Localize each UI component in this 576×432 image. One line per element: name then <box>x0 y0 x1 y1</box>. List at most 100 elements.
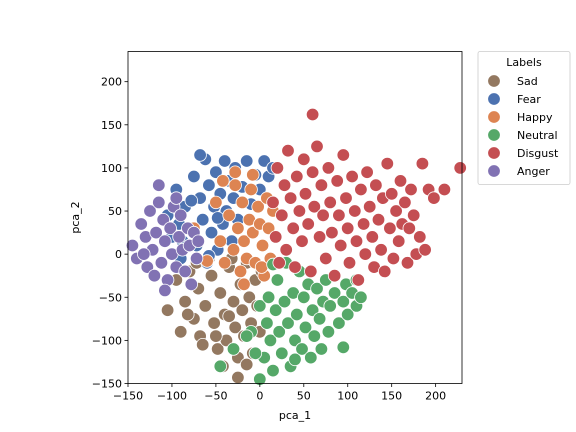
point-happy-28 <box>254 260 269 274</box>
point-neutral-31 <box>314 342 329 356</box>
point-happy-8 <box>231 221 245 236</box>
point-anger-10 <box>154 256 169 270</box>
point-disgust-33 <box>339 191 353 205</box>
point-disgust-17 <box>304 264 318 279</box>
point-fear-9 <box>195 212 210 227</box>
legend-item-fear: Fear <box>487 92 541 106</box>
point-happy-5 <box>222 208 236 223</box>
point-sad-23 <box>242 290 257 305</box>
point-disgust-68 <box>418 243 432 257</box>
plot-frame <box>127 51 463 384</box>
point-disgust-34 <box>341 221 355 236</box>
points-layer <box>125 107 467 386</box>
point-anger-31 <box>169 191 184 205</box>
point-disgust-25 <box>321 161 336 175</box>
point-disgust-36 <box>345 169 359 184</box>
point-happy-3 <box>213 234 228 248</box>
point-fear-35 <box>210 211 225 225</box>
point-disgust-29 <box>330 174 344 188</box>
point-disgust-4 <box>275 208 289 223</box>
point-disgust-10 <box>288 260 302 274</box>
x-tick-label: −50 <box>204 390 227 403</box>
point-neutral-14 <box>277 294 292 309</box>
point-happy-14 <box>244 182 258 197</box>
point-disgust-1 <box>269 230 283 244</box>
point-disgust-20 <box>310 139 324 154</box>
point-disgust-32 <box>336 148 351 162</box>
point-neutral-26 <box>304 350 318 365</box>
point-neutral-43 <box>354 290 368 305</box>
point-disgust-13 <box>295 234 309 248</box>
point-anger-26 <box>189 251 204 266</box>
x-tick-label: 0 <box>256 390 263 403</box>
point-sad-3 <box>178 294 192 309</box>
point-disgust-14 <box>297 152 311 167</box>
point-anger-7 <box>147 269 162 283</box>
legend-label: Disgust <box>517 147 559 160</box>
point-anger-18 <box>172 230 186 244</box>
point-disgust-3 <box>272 256 286 270</box>
point-disgust-7 <box>281 143 295 158</box>
legend-item-neutral: Neutral <box>487 128 558 142</box>
point-happy-9 <box>233 264 248 279</box>
point-disgust-11 <box>290 169 304 184</box>
point-neutral-45 <box>239 329 254 343</box>
point-disgust-16 <box>301 217 315 231</box>
legend-item-happy: Happy <box>487 110 553 124</box>
point-disgust-39 <box>351 273 366 287</box>
legend-label: Happy <box>517 111 553 124</box>
point-happy-10 <box>235 195 250 210</box>
point-disgust-67 <box>415 156 430 171</box>
legend-marker <box>487 164 501 178</box>
point-disgust-27 <box>325 225 339 240</box>
point-neutral-29 <box>310 281 324 296</box>
point-neutral-24 <box>298 320 313 335</box>
point-fear-31 <box>257 154 271 168</box>
point-sad-20 <box>235 303 250 317</box>
point-disgust-24 <box>319 251 333 266</box>
point-neutral-13 <box>275 346 289 361</box>
point-disgust-12 <box>292 204 307 218</box>
point-disgust-0 <box>266 195 280 210</box>
point-neutral-40 <box>341 307 355 322</box>
point-disgust-41 <box>356 217 371 231</box>
point-anger-5 <box>143 204 157 218</box>
legend-marker <box>487 128 501 142</box>
legend-item-sad: Sad <box>487 74 538 88</box>
point-anger-8 <box>149 225 163 240</box>
point-disgust-48 <box>371 212 386 227</box>
legend-marker <box>487 92 501 106</box>
point-disgust-23 <box>316 208 330 223</box>
point-disgust-22 <box>314 178 329 192</box>
point-disgust-70 <box>427 191 441 205</box>
point-anger-12 <box>158 234 172 248</box>
point-disgust-38 <box>349 234 364 248</box>
point-sad-9 <box>204 269 219 283</box>
point-disgust-62 <box>402 221 417 236</box>
point-neutral-22 <box>295 342 309 356</box>
x-tick-label: −100 <box>157 390 187 403</box>
point-disgust-74 <box>437 182 452 197</box>
point-disgust-63 <box>404 182 418 197</box>
point-disgust-52 <box>380 156 395 171</box>
point-neutral-7 <box>261 290 276 305</box>
point-anger-0 <box>125 238 140 253</box>
point-neutral-20 <box>290 307 304 322</box>
point-anger-28 <box>152 178 166 192</box>
point-disgust-6 <box>279 243 293 257</box>
y-tick-label: 150 <box>101 119 122 132</box>
legend-item-disgust: Disgust <box>487 146 559 160</box>
point-neutral-11 <box>270 273 285 287</box>
point-disgust-19 <box>307 199 322 214</box>
point-happy-27 <box>237 277 251 292</box>
point-disgust-61 <box>400 256 415 270</box>
point-anger-27 <box>191 234 206 248</box>
point-anger-19 <box>173 208 188 223</box>
point-sad-36 <box>239 357 254 372</box>
point-disgust-15 <box>298 187 313 201</box>
point-sad-31 <box>195 338 210 352</box>
point-disgust-66 <box>413 230 427 244</box>
legend-marker <box>487 110 501 124</box>
point-sad-8 <box>198 299 213 313</box>
point-disgust-43 <box>360 165 374 179</box>
